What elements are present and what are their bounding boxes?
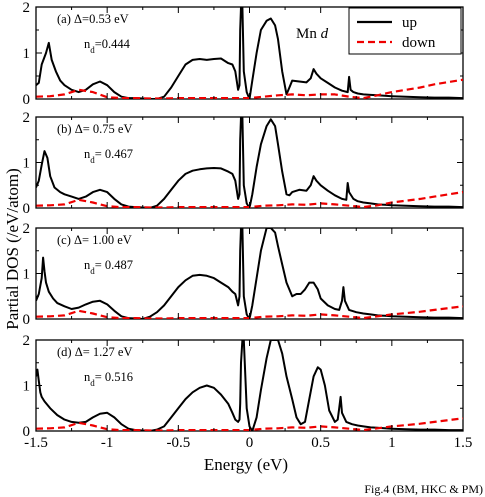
x-tick-label: 1.5 <box>454 435 473 451</box>
panel-annotation-delta: (b) Δ= 0.75 eV <box>57 122 133 136</box>
y-tick-label: 1 <box>23 379 31 395</box>
y-tick-label: 0 <box>23 312 31 328</box>
y-tick-label: 1 <box>23 156 31 172</box>
x-tick-label: 0.5 <box>311 435 330 451</box>
y-tick-label: 0 <box>23 424 31 440</box>
x-tick-label: 1 <box>388 435 396 451</box>
series-up-line-1 <box>36 7 463 99</box>
legend-box <box>348 7 462 55</box>
x-axis-label: Energy (eV) <box>204 455 288 474</box>
legend-label-down: down <box>402 35 436 51</box>
panel-1: 0 1 2 (a) Δ=0.53 eV nd=0.444 Mn d up down <box>23 0 464 108</box>
y-tick-label: 2 <box>23 221 31 237</box>
panel-2: 0 1 2 (b) Δ= 0.75 eV nd= 0.467 <box>23 110 464 217</box>
panel-annotation-nd: nd= 0.516 <box>84 370 133 388</box>
figure-footer-caption: Fig.4 (BM, HKC & PM) <box>364 482 483 496</box>
panels: 0 1 2 (a) Δ=0.53 eV nd=0.444 Mn d up down 0 1 2 (b)… <box>23 0 473 451</box>
legend: up down <box>348 7 462 55</box>
legend-label-up: up <box>402 15 417 31</box>
x-tick-label: -1.5 <box>24 435 48 451</box>
y-tick-label: 0 <box>23 92 31 108</box>
y-tick-label: 2 <box>23 110 31 126</box>
series-up-line-4 <box>36 340 463 431</box>
series-up-line-3 <box>36 228 463 319</box>
panel-3: 0 1 2 (c) Δ= 1.00 eV nd= 0.487 <box>23 221 464 328</box>
x-tick-label: -0.5 <box>166 435 190 451</box>
orbital-label: Mn d <box>296 26 329 42</box>
x-tick-label: -1 <box>101 435 114 451</box>
y-tick-label: 1 <box>23 46 31 62</box>
panel-4: 0 1 2 -1.5 -1 -0.5 0 0.5 1 1.5 (d) Δ= 1.27 eV nd= 0… <box>23 333 473 451</box>
y-axis-label: Partial DOS (/eV/atom) <box>3 168 22 329</box>
panel-annotation-nd: nd=0.444 <box>84 37 131 55</box>
panel-annotation-nd: nd= 0.487 <box>84 258 133 276</box>
y-tick-label: 2 <box>23 0 31 16</box>
y-tick-label: 1 <box>23 267 31 283</box>
panel-annotation-delta: (c) Δ= 1.00 eV <box>57 233 132 247</box>
x-tick-label: 0 <box>246 435 254 451</box>
panel-annotation-delta: (d) Δ= 1.27 eV <box>57 345 133 359</box>
panel-annotation-nd: nd= 0.467 <box>84 147 133 165</box>
panel-annotation-delta: (a) Δ=0.53 eV <box>57 12 129 26</box>
y-tick-label: 0 <box>23 201 31 217</box>
y-tick-label: 2 <box>23 333 31 349</box>
series-up-line-2 <box>36 117 463 208</box>
